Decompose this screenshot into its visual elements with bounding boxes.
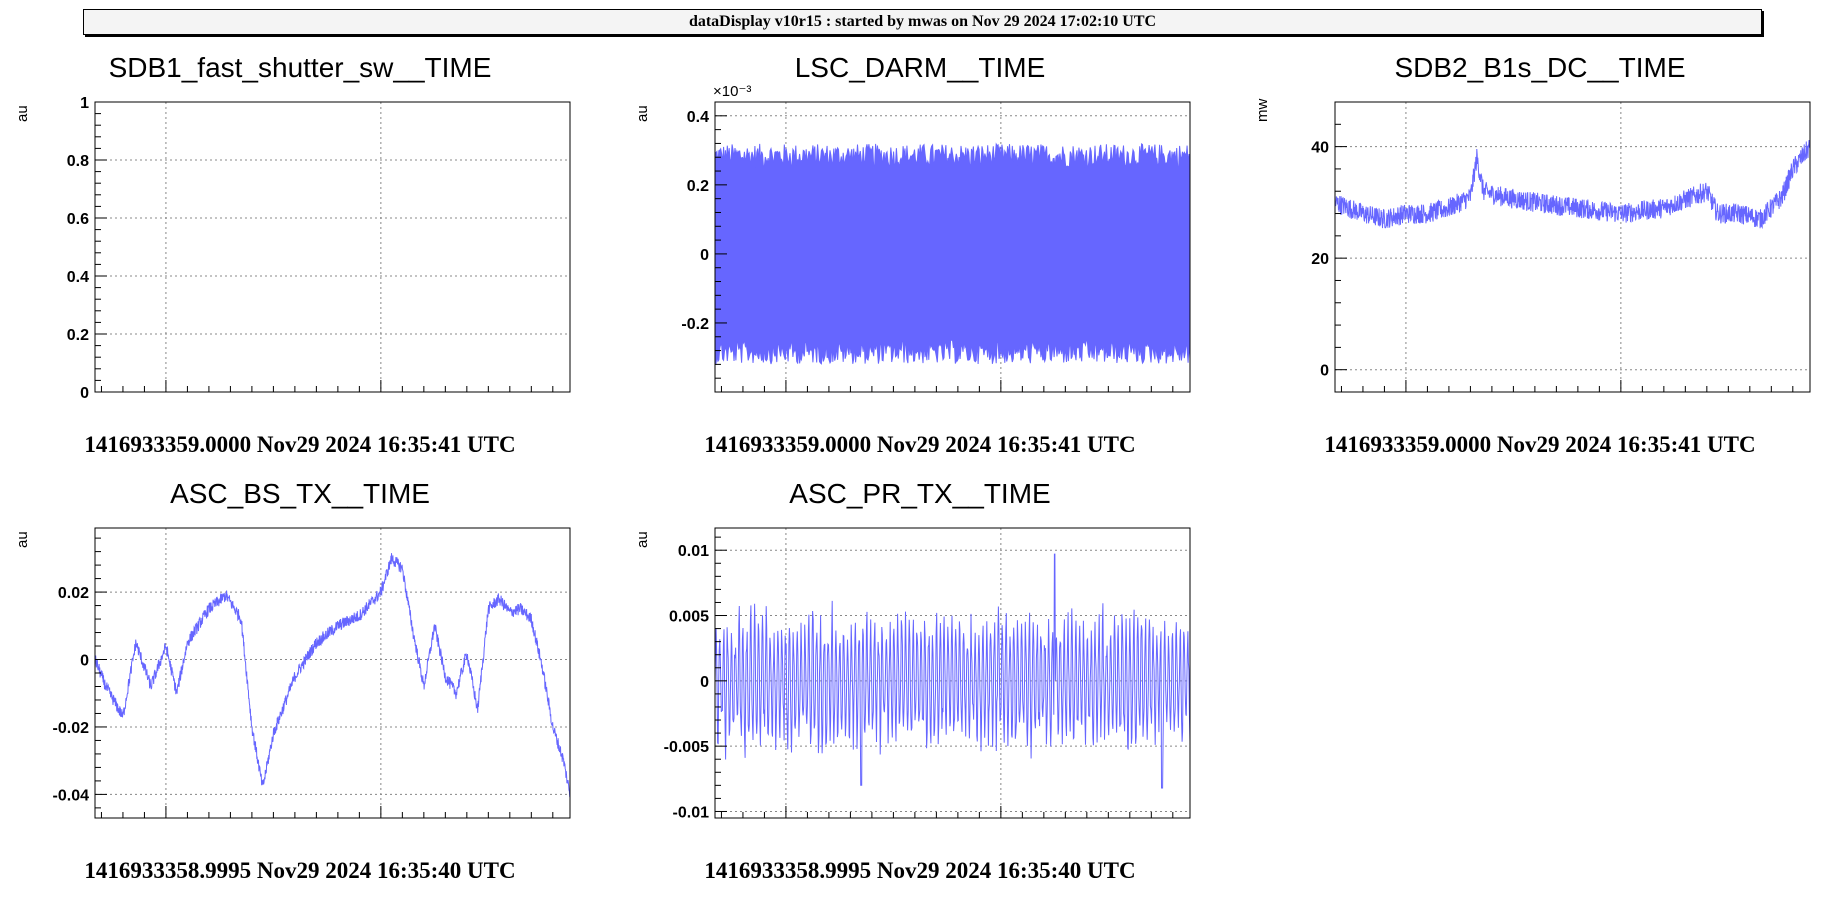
plot-frame — [714, 101, 1191, 393]
y-tick-label: 0.02 — [58, 585, 89, 602]
chart-panel-darm: LSC_DARM__TIME au 36m0037m00-0.200.20.4×… — [620, 42, 1220, 492]
x-axis-label: 1416933358.9995 Nov29 2024 16:35:40 UTC — [704, 858, 1136, 883]
chart-title: ASC_PR_TX__TIME — [789, 478, 1051, 509]
y-tick-label: 0.4 — [687, 109, 709, 126]
plot-area: 36m00 37m00 0 0.2 0.4 0.6 0.8 1 — [67, 95, 571, 402]
chart-title: SDB1_fast_shutter_sw__TIME — [108, 52, 492, 83]
plot-frame — [94, 101, 571, 393]
y-tick-label: 0.4 — [67, 269, 89, 286]
x-tick-label: 37m00 — [976, 827, 1026, 828]
y-tick-label: -0.02 — [53, 720, 90, 737]
chart-panel-asc-pr: ASC_PR_TX__TIME au 36m0037m00-0.01-0.005… — [620, 468, 1220, 918]
x-tick-label: 36m00 — [1381, 401, 1431, 402]
series-line — [95, 553, 570, 798]
y-tick-label: -0.005 — [664, 739, 709, 756]
chart-title: SDB2_B1s_DC__TIME — [1394, 52, 1686, 83]
x-tick-label: 36m00 — [761, 401, 811, 402]
axis-exponent: ×10⁻³ — [713, 83, 751, 100]
chart-panel-sdb2: SDB2_B1s_DC__TIME mw 36m0037m0002040 141… — [1240, 42, 1827, 492]
chart-title: ASC_BS_TX__TIME — [170, 478, 430, 509]
plot-area: 36m00 37m00 -0.2 0 0.2 0.4×10⁻³ — [681, 83, 1191, 402]
y-tick-label: 0.6 — [67, 211, 89, 228]
y-tick-label: 0.2 — [67, 327, 89, 344]
banner: dataDisplay v10r15 : started by mwas on … — [83, 9, 1762, 35]
x-tick-label: 36m00 — [141, 401, 191, 402]
x-tick-label: 37m00 — [1596, 401, 1646, 402]
plot-area: 36m00 37m00 -0.04 -0.02 0 0.02 — [53, 527, 571, 828]
x-tick-label: 36m00 — [141, 827, 191, 828]
plot-frame — [714, 527, 1191, 819]
y-tick-label: 0.005 — [669, 609, 709, 626]
plot-area: 36m00 37m00 0 20 40 — [1311, 101, 1811, 402]
y-tick-label: 0 — [80, 385, 89, 402]
y-tick-label: -0.2 — [681, 316, 709, 333]
y-tick-label: 20 — [1311, 251, 1329, 268]
y-tick-label: 0 — [80, 653, 89, 670]
x-axis-label: 1416933358.9995 Nov29 2024 16:35:40 UTC — [84, 858, 516, 883]
plot-frame — [1334, 101, 1811, 393]
series-band — [715, 142, 1190, 365]
series-line — [715, 553, 1190, 789]
y-tick-label: 0.8 — [67, 153, 89, 170]
chart-panel-asc-bs: ASC_BS_TX__TIME au 36m0037m00-0.04-0.020… — [0, 468, 600, 918]
y-tick-label: -0.04 — [53, 787, 90, 804]
y-tick-label: 40 — [1311, 140, 1329, 157]
y-tick-label: 0 — [700, 247, 709, 264]
y-tick-label: 0.01 — [678, 543, 709, 560]
y-tick-label: 1 — [80, 95, 89, 112]
y-tick-label: 0 — [1320, 363, 1329, 380]
x-tick-label: 37m00 — [356, 401, 406, 402]
x-axis-label: 1416933359.0000 Nov29 2024 16:35:41 UTC — [704, 432, 1136, 457]
x-axis-label: 1416933359.0000 Nov29 2024 16:35:41 UTC — [1324, 432, 1756, 457]
chart-title: LSC_DARM__TIME — [794, 52, 1046, 83]
x-axis-label: 1416933359.0000 Nov29 2024 16:35:41 UTC — [84, 432, 516, 457]
y-tick-label: 0 — [700, 674, 709, 691]
x-tick-label: 37m00 — [976, 401, 1026, 402]
plot-area: 36m00 37m00 -0.01 -0.005 0 0.005 0.01 — [664, 527, 1191, 828]
chart-panel-sdb1: SDB1_fast_shutter_sw__TIME au 36m0037m00… — [0, 42, 600, 492]
x-tick-label: 36m00 — [761, 827, 811, 828]
y-tick-label: 0.2 — [687, 178, 709, 195]
series-line — [1335, 140, 1810, 230]
x-tick-label: 37m00 — [356, 827, 406, 828]
y-tick-label: -0.01 — [673, 804, 710, 821]
